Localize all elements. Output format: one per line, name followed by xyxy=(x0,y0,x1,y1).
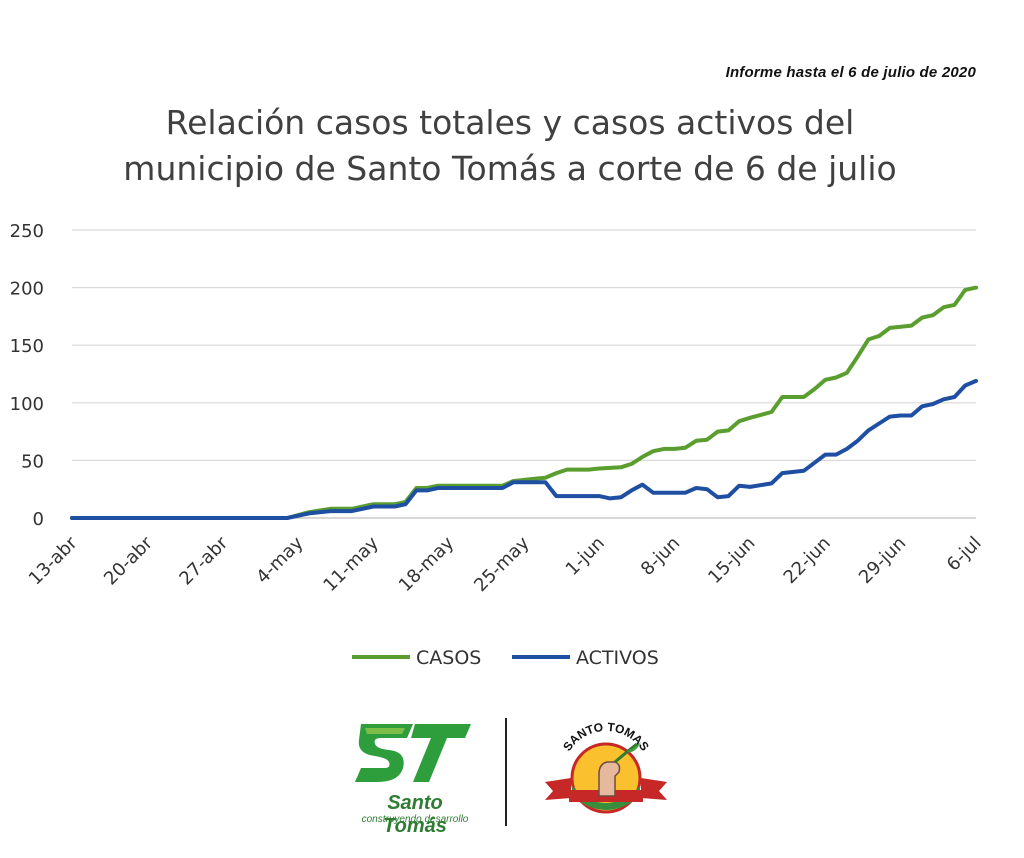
data-series xyxy=(70,285,978,520)
series-line-casos xyxy=(70,285,978,520)
gridlines xyxy=(72,229,976,519)
y-axis-ticks: 0 50 100 150 200 250 xyxy=(10,221,44,530)
legend: CASOS ACTIVOS xyxy=(352,647,659,669)
x-tick-label: 8-jun xyxy=(637,533,684,580)
chart-title-line-2: municipio de Santo Tomás a corte de 6 de… xyxy=(123,149,897,188)
x-tick-label: 11-may xyxy=(319,532,383,596)
x-tick-label: 4-may xyxy=(252,532,308,588)
x-tick-label: 29-jun xyxy=(855,533,910,588)
chart-title: Relación casos totales y casos activos d… xyxy=(80,100,940,192)
santo-tomas-st-logo xyxy=(355,724,471,782)
x-tick-label: 6-jul xyxy=(943,533,986,576)
legend-label-activos: ACTIVOS xyxy=(576,647,659,669)
santo-tomas-seal-logo: SANTO TOMAS xyxy=(545,720,667,814)
x-axis-ticks: 13-abr 20-abr 27-abr 4-may 11-may 18-may 25-ma… xyxy=(25,532,986,596)
x-tick-label: 20-abr xyxy=(100,532,157,589)
x-tick-label: 1-jun xyxy=(562,533,609,580)
y-tick-label: 0 xyxy=(33,509,44,530)
report-date-note: Informe hasta el 6 de julio de 2020 xyxy=(725,64,976,81)
logo-divider xyxy=(505,718,507,826)
y-tick-label: 250 xyxy=(10,221,44,242)
y-tick-label: 200 xyxy=(10,279,44,300)
x-tick-label: 27-abr xyxy=(175,532,232,589)
y-tick-label: 100 xyxy=(10,394,44,415)
logo-left-name: Santo Tomás xyxy=(383,792,447,837)
logos: Santo Tomás construyendo desarrollo SANT… xyxy=(355,712,675,842)
x-tick-label: 13-abr xyxy=(25,532,82,589)
series-line-activos xyxy=(70,378,978,520)
x-tick-label: 25-may xyxy=(470,532,534,596)
x-tick-label: 15-jun xyxy=(704,533,759,588)
x-tick-label: 18-may xyxy=(395,532,459,596)
legend-label-casos: CASOS xyxy=(416,647,481,669)
x-tick-label: 22-jun xyxy=(780,533,835,588)
y-tick-label: 50 xyxy=(21,451,44,472)
y-tick-label: 150 xyxy=(10,336,44,357)
logo-left-tagline: construyendo desarrollo xyxy=(361,814,469,825)
chart-title-line-1: Relación casos totales y casos activos d… xyxy=(165,103,855,142)
